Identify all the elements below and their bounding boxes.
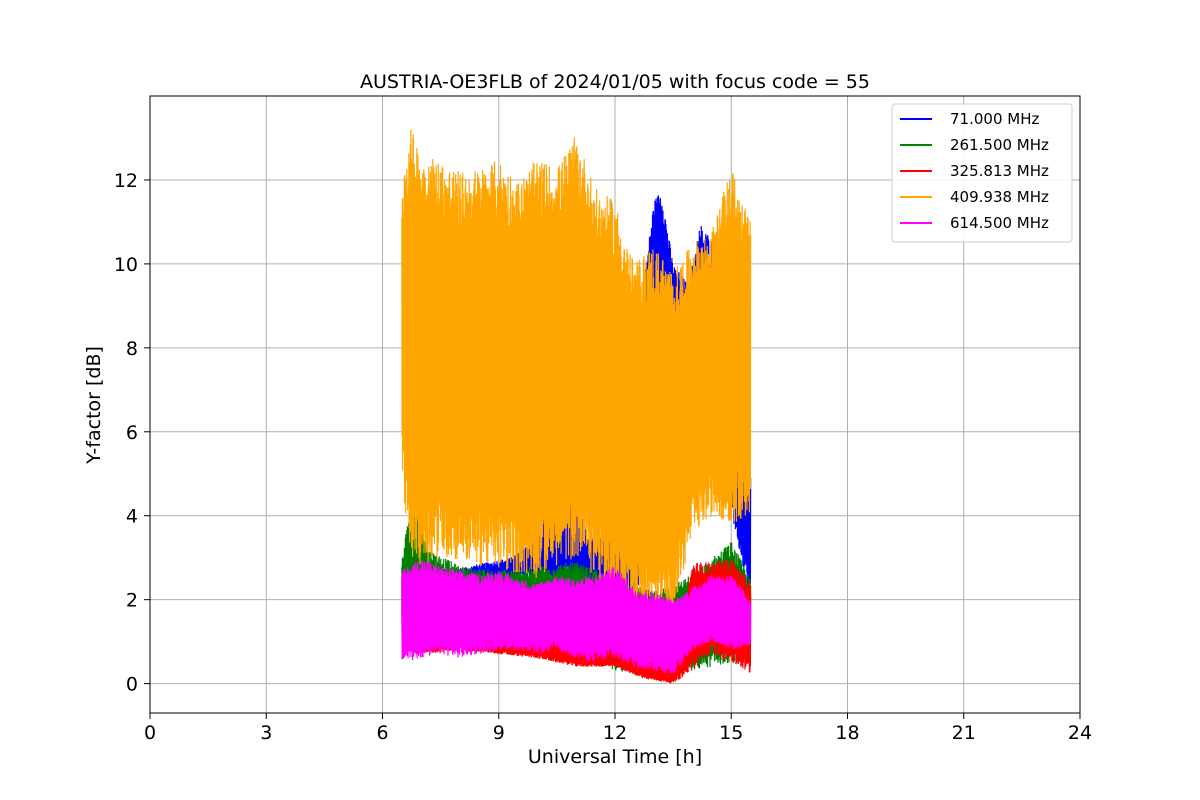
x-tick-label: 12: [603, 722, 627, 744]
y-axis: 0 2 4 6 8 10 12: [114, 170, 150, 696]
y-tick-label: 6: [126, 422, 138, 444]
x-tick-label: 3: [260, 722, 272, 744]
y-tick-label: 12: [114, 170, 138, 192]
x-tick-label: 9: [493, 722, 505, 744]
x-axis-label: Universal Time [h]: [528, 746, 702, 768]
legend-box: [891, 103, 1073, 243]
x-tick-label: 15: [719, 722, 743, 744]
x-axis: 0 3 6 9 12 15 18 21 24: [144, 713, 1092, 744]
y-tick-label: 8: [126, 338, 138, 360]
series-layer: [401, 129, 752, 684]
x-tick-label: 6: [376, 722, 388, 744]
y-tick-label: 2: [126, 590, 138, 612]
chart-title: AUSTRIA-OE3FLB of 2024/01/05 with focus …: [360, 71, 870, 93]
legend-label: 325.813 MHz: [950, 162, 1049, 180]
y-tick-label: 4: [126, 506, 138, 528]
x-tick-label: 18: [835, 722, 859, 744]
legend-label: 614.500 MHz: [950, 214, 1049, 232]
legend-label: 409.938 MHz: [950, 188, 1049, 206]
series-line: [401, 129, 752, 614]
y-tick-label: 10: [114, 254, 138, 276]
y-tick-label: 0: [126, 674, 138, 696]
y-axis-label: Y-factor [dB]: [83, 346, 105, 465]
x-tick-label: 24: [1068, 722, 1092, 744]
legend-label: 261.500 MHz: [950, 136, 1049, 154]
legend: 71.000 MHz 261.500 MHz 325.813 MHz 409.938 …: [891, 103, 1073, 243]
x-tick-label: 21: [952, 722, 976, 744]
x-tick-label: 0: [144, 722, 156, 744]
series-line: [401, 560, 752, 674]
legend-label: 71.000 MHz: [950, 110, 1039, 128]
